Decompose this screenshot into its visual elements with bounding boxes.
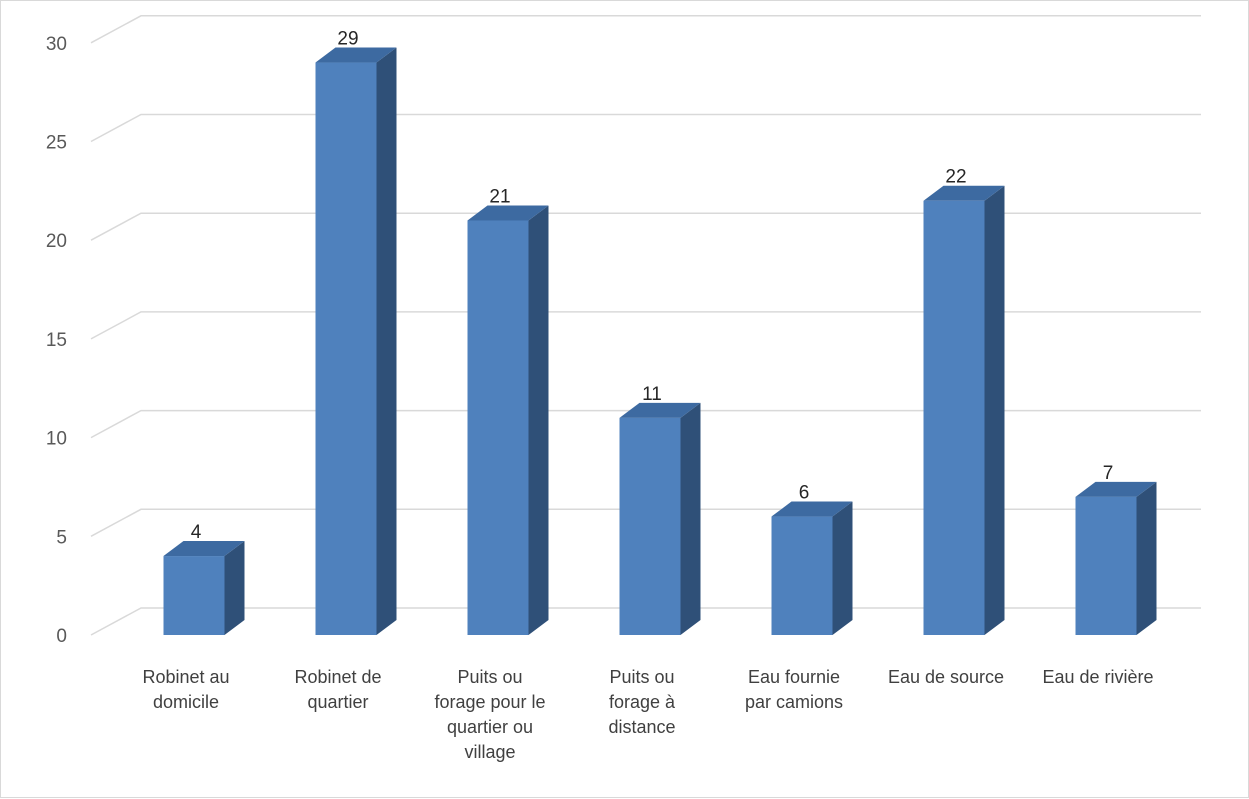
category-label-line: Eau de source: [888, 667, 1004, 687]
bar-side: [832, 501, 853, 635]
bar-top: [923, 185, 1005, 201]
bar-top: [771, 501, 853, 517]
bar-front: [1075, 496, 1137, 635]
bar-top: [163, 541, 245, 557]
category-labels: Robinet au domicile Robinet de quartier Puit…: [142, 667, 1153, 762]
category-label-line: Robinet au: [142, 667, 229, 687]
bar: [771, 501, 853, 635]
bar-front: [163, 556, 225, 635]
bar: [163, 541, 245, 635]
category-label-line: Eau fournie: [748, 667, 840, 687]
data-label: 7: [1103, 463, 1114, 484]
bar: [467, 205, 549, 635]
bar-side: [984, 185, 1005, 635]
bar-top: [467, 205, 549, 221]
category-label: Robinet de quartier: [294, 667, 381, 712]
category-label-line: forage à: [609, 692, 676, 712]
bars: [163, 47, 1157, 636]
bar: [619, 402, 701, 635]
data-label: 4: [191, 522, 202, 543]
data-label: 22: [945, 167, 966, 188]
gridline: [90, 212, 1201, 241]
gridline: [90, 113, 1201, 143]
category-label: Eau de rivière: [1042, 667, 1153, 687]
bar-front: [467, 220, 529, 635]
data-labels: 4 29 21 11 6 22 7: [191, 29, 1114, 543]
y-tick-label: 30: [46, 34, 67, 55]
category-label: Eau fournie par camions: [745, 667, 843, 712]
data-label: 29: [337, 29, 358, 50]
category-label-line: village: [464, 742, 515, 762]
category-label-line: Robinet de: [294, 667, 381, 687]
gridline: [90, 409, 1201, 439]
category-label-line: Puits ou: [457, 667, 522, 687]
category-label-line: par camions: [745, 692, 843, 712]
category-label-line: Puits ou: [609, 667, 674, 687]
bar: [1075, 481, 1157, 635]
category-label-line: forage pour le: [434, 692, 545, 712]
data-label: 11: [642, 384, 662, 405]
gridlines: [90, 15, 1201, 636]
bar-front: [619, 417, 681, 635]
y-tick-label: 15: [46, 330, 67, 351]
category-label-line: quartier: [307, 692, 368, 712]
category-label: Robinet au domicile: [142, 667, 229, 712]
bar-side: [528, 205, 549, 635]
data-label: 6: [799, 483, 810, 504]
category-label-line: quartier ou: [447, 717, 533, 737]
bar: [315, 47, 397, 636]
bar-side: [1136, 481, 1157, 635]
bar-front: [923, 200, 985, 635]
category-label: Puits ou forage à distance: [608, 667, 676, 737]
category-label: Puits ou forage pour le quartier ou village: [434, 667, 545, 762]
y-tick-label: 5: [56, 527, 67, 548]
gridline: [90, 311, 1201, 340]
bar-top: [619, 402, 701, 418]
bar-front: [315, 62, 377, 636]
category-label: Eau de source: [888, 667, 1004, 687]
data-label: 21: [489, 186, 510, 207]
y-axis-ticks: 0 5 10 15 20 25 30: [46, 34, 67, 647]
category-label-line: distance: [608, 717, 675, 737]
bar-top: [315, 47, 397, 63]
bar-front: [771, 516, 833, 635]
bar-side: [224, 541, 245, 635]
category-label-line: domicile: [153, 692, 219, 712]
bar: [923, 185, 1005, 635]
y-tick-label: 0: [56, 626, 67, 647]
bar-top: [1075, 481, 1157, 497]
y-tick-label: 10: [46, 429, 67, 450]
gridline: [90, 15, 1201, 44]
bar-side: [376, 47, 397, 636]
category-label-line: Eau de rivière: [1042, 667, 1153, 687]
bar-side: [680, 402, 701, 635]
y-tick-label: 25: [46, 133, 67, 154]
y-tick-label: 20: [46, 231, 67, 252]
